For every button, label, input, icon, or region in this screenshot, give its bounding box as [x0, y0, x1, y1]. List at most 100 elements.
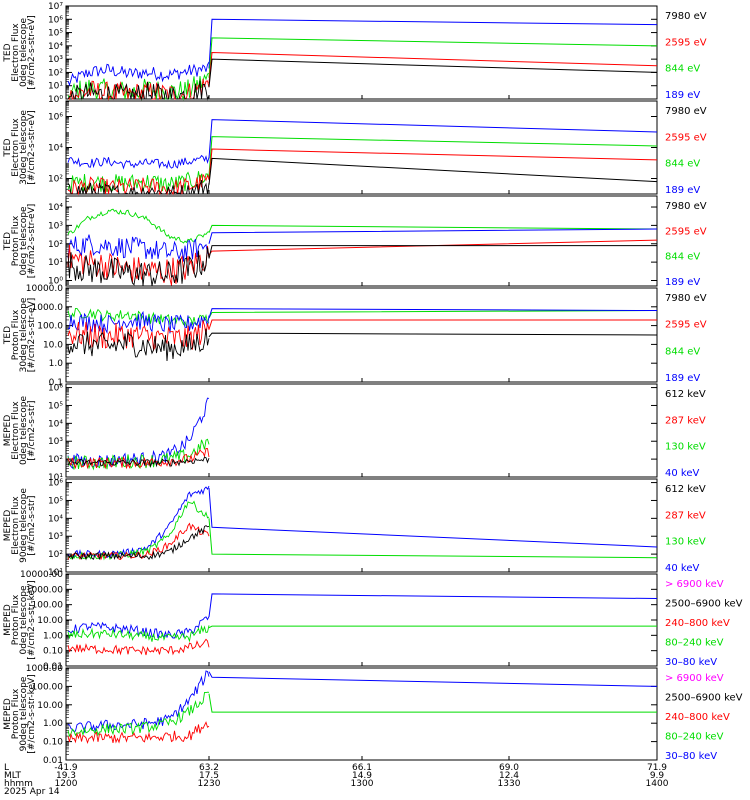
y-tick-label: 10.0 — [43, 340, 63, 350]
y-axis-label: MEPED — [3, 698, 13, 730]
y-axis-label: TED — [3, 43, 13, 62]
y-tick-label: 10³ — [48, 221, 63, 231]
y-axis-label: [#/cm2-s-str-keV] — [27, 674, 37, 753]
legend-label: 2595 eV — [665, 132, 707, 143]
y-tick-label: 10⁴ — [48, 514, 63, 524]
legend-label: 2500–6900 keV — [665, 599, 743, 610]
x-tick-label: 63.2 — [199, 763, 219, 773]
y-axis-label: 0deg telescope — [19, 585, 29, 655]
legend-label: 40 keV — [665, 468, 699, 479]
x-tick-label: 66.1 — [352, 763, 372, 773]
legend-label: 844 eV — [665, 64, 700, 75]
y-tick-label: 100.00 — [32, 601, 64, 611]
legend-label: 2500–6900 keV — [665, 693, 743, 704]
series-line — [208, 671, 658, 687]
y-tick-label: 10¹ — [48, 258, 63, 268]
y-axis-label: TED — [3, 232, 13, 251]
series-line — [208, 157, 658, 185]
y-tick-label: 1.00 — [43, 719, 63, 729]
series-line — [208, 136, 658, 176]
y-tick-label: 10² — [48, 175, 63, 185]
series-line — [67, 500, 210, 561]
y-tick-label: 0.1 — [49, 378, 63, 388]
legend-label: 2595 eV — [665, 37, 707, 48]
y-axis-label: Proton Flux — [11, 309, 21, 360]
series-line — [67, 80, 210, 101]
y-tick-label: 10000.0 — [26, 284, 63, 294]
y-axis-label: Electron Flux — [11, 496, 21, 555]
y-tick-label: 1000.00 — [26, 664, 63, 674]
series-line — [67, 638, 210, 656]
panel-frame — [65, 5, 658, 100]
legend-label: 189 eV — [665, 90, 700, 101]
series-line — [67, 310, 210, 335]
y-tick-label: 10⁷ — [48, 2, 63, 12]
series-line — [208, 693, 657, 713]
y-tick-label: 100.00 — [32, 682, 64, 692]
legend-label: 844 eV — [665, 252, 700, 263]
date-label: 2025 Apr 14 — [4, 787, 60, 797]
y-tick-label: 0.10 — [43, 647, 63, 657]
y-axis-label: [#/cm2-s-str-eV] — [27, 298, 37, 373]
legend-label: 80–240 keV — [665, 638, 724, 649]
y-tick-label: 10⁶ — [48, 384, 63, 394]
series-line — [67, 61, 210, 87]
y-axis-label: [#/cm2-s-str-eV] — [27, 110, 37, 185]
y-axis-label: MEPED — [3, 604, 13, 636]
series-line — [67, 624, 210, 643]
y-axis-label: Electron Flux — [11, 118, 21, 177]
series-line — [67, 691, 210, 738]
y-tick-label: 10⁴ — [48, 203, 63, 213]
series-line — [67, 397, 210, 469]
y-tick-label: 10⁶ — [48, 15, 63, 25]
y-axis-label: Electron Flux — [11, 401, 21, 460]
series-line — [67, 247, 210, 287]
y-tick-label: 10⁴ — [48, 144, 63, 154]
y-tick-label: 10¹ — [48, 473, 63, 483]
y-axis-label: TED — [3, 326, 13, 345]
y-tick-label: 10⁴ — [48, 419, 63, 429]
legend-label: 2595 eV — [665, 320, 707, 331]
series-line — [208, 308, 658, 319]
y-tick-label: 10⁶ — [48, 113, 63, 123]
x-tick-label: 19.3 — [56, 771, 76, 781]
series-line — [208, 37, 658, 78]
x-tick-label: 1330 — [498, 779, 521, 789]
legend-label: 240–800 keV — [665, 618, 730, 629]
y-tick-label: 1000.00 — [26, 585, 63, 595]
y-tick-label: 10³ — [48, 55, 63, 65]
legend-label: 189 eV — [665, 277, 700, 288]
legend-label: 30–80 keV — [665, 751, 717, 762]
y-tick-label: 0.01 — [43, 756, 63, 766]
series-line — [208, 625, 657, 629]
series-line — [67, 525, 210, 561]
x-tick-label: 12.4 — [499, 771, 519, 781]
series-line — [67, 180, 210, 196]
x-row-label: MLT — [4, 771, 22, 781]
x-tick-label: 69.0 — [499, 763, 519, 773]
y-tick-label: 10³ — [48, 437, 63, 447]
legend-label: 7980 eV — [665, 106, 707, 117]
y-axis-label: Proton Flux — [11, 688, 21, 739]
series-line — [208, 224, 658, 233]
x-tick-label: -41.9 — [54, 763, 78, 773]
y-axis-label: [#/cm2-s-str] — [27, 400, 37, 460]
y-axis-label: [#/cm2-s-str-eV] — [27, 15, 37, 90]
y-axis-label: Proton Flux — [11, 594, 21, 645]
legend-label: 40 keV — [665, 563, 699, 574]
series-line — [208, 58, 658, 88]
x-tick-label: 14.9 — [352, 771, 372, 781]
series-line — [208, 18, 658, 69]
series-line — [208, 310, 658, 319]
y-axis-label: [#/cm2-s-str-eV] — [27, 204, 37, 279]
y-tick-label: 10⁵ — [48, 401, 63, 411]
legend-label: 844 eV — [665, 346, 700, 357]
y-tick-label: 10⁵ — [48, 29, 63, 39]
series-line — [208, 228, 658, 244]
y-axis-label: 90deg telescope — [19, 676, 29, 751]
y-tick-label: 1.00 — [43, 631, 63, 641]
y-tick-label: 10² — [48, 68, 63, 78]
series-line — [67, 328, 210, 362]
y-tick-label: 10⁶ — [48, 479, 63, 489]
